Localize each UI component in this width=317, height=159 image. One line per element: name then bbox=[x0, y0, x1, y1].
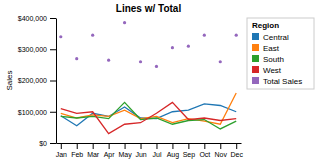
x-tick: Jun bbox=[135, 143, 146, 158]
x-tick-mark bbox=[188, 143, 189, 149]
y-tick-mark bbox=[50, 143, 56, 144]
y-axis-title: Sales bbox=[5, 70, 14, 90]
x-tick: Mar bbox=[87, 143, 100, 158]
legend-item: South bbox=[252, 55, 284, 64]
legend-label: Total Sales bbox=[263, 77, 302, 86]
y-tick: $300,000 bbox=[18, 46, 56, 53]
series-line bbox=[61, 102, 236, 129]
x-tick-mark bbox=[204, 143, 205, 149]
legend: Region Central East South West Total Sales bbox=[247, 18, 314, 89]
x-tick-label: Oct bbox=[199, 151, 210, 158]
y-tick: $100,000 bbox=[18, 108, 56, 115]
legend-frame bbox=[247, 18, 314, 89]
x-tick: Feb bbox=[71, 143, 83, 158]
plot-area bbox=[59, 21, 238, 134]
x-tick-mark bbox=[172, 143, 173, 149]
series-marker bbox=[123, 21, 126, 24]
y-tick-label: $0 bbox=[39, 140, 47, 147]
x-tick-label: Jul bbox=[152, 151, 161, 158]
series-line bbox=[61, 102, 236, 133]
series-marker bbox=[171, 46, 174, 49]
legend-label: South bbox=[263, 55, 284, 64]
x-tick-label: Jun bbox=[135, 151, 146, 158]
series-marker bbox=[203, 34, 206, 37]
x-tick-mark bbox=[156, 143, 157, 149]
chart: Jan Feb Mar AprMayJun Jul AugSepOct NovDec $0 $1… bbox=[0, 0, 317, 159]
x-tick-label: Dec bbox=[230, 151, 243, 158]
x-tick: Sep bbox=[183, 143, 196, 159]
legend-label: Central bbox=[263, 33, 289, 42]
y-tick-label: $400,000 bbox=[18, 15, 47, 22]
legend-swatch bbox=[252, 33, 259, 40]
x-tick-label: May bbox=[118, 151, 132, 159]
x-tick-mark bbox=[77, 143, 78, 149]
x-tick-label: Apr bbox=[104, 151, 116, 159]
x-tick: Jan bbox=[56, 143, 67, 158]
legend-item: Total Sales bbox=[252, 77, 302, 86]
legend-label: West bbox=[263, 66, 282, 75]
legend-swatch bbox=[252, 77, 259, 84]
y-tick-mark bbox=[50, 49, 56, 50]
y-tick: $200,000 bbox=[18, 77, 56, 84]
x-tick: Nov bbox=[215, 143, 228, 158]
y-axis: $0 $100,000 $200,000 $300,000 $400,000 bbox=[18, 15, 57, 147]
legend-item: East bbox=[252, 44, 280, 53]
series-marker bbox=[107, 59, 110, 62]
x-tick: Apr bbox=[104, 143, 116, 159]
x-tick: Aug bbox=[167, 143, 180, 159]
x-tick-label: Feb bbox=[71, 151, 83, 158]
series-marker bbox=[219, 60, 222, 63]
legend-swatch bbox=[252, 44, 259, 51]
legend-label: East bbox=[263, 44, 280, 53]
x-tick-label: Sep bbox=[183, 151, 196, 159]
series-marker bbox=[187, 45, 190, 48]
legend-title: Region bbox=[252, 21, 279, 30]
x-tick: Jul bbox=[152, 143, 161, 158]
axis-line bbox=[57, 143, 242, 144]
series-marker bbox=[155, 65, 158, 68]
series-marker bbox=[139, 60, 142, 63]
legend-item: Central bbox=[252, 33, 289, 42]
x-tick-mark bbox=[220, 143, 221, 149]
legend-swatch bbox=[252, 66, 259, 73]
series-marker bbox=[91, 34, 94, 37]
x-tick-mark bbox=[125, 143, 126, 149]
series-line bbox=[61, 93, 236, 124]
y-tick-mark bbox=[50, 112, 56, 113]
y-tick: $0 bbox=[39, 140, 56, 147]
x-tick: Dec bbox=[230, 143, 243, 158]
x-tick: May bbox=[118, 143, 132, 159]
x-tick-mark bbox=[93, 143, 94, 149]
x-tick-label: Mar bbox=[87, 151, 100, 158]
title: Lines w/ Total bbox=[116, 3, 182, 14]
legend-item: West bbox=[252, 66, 282, 75]
x-tick-label: Nov bbox=[215, 151, 228, 158]
x-tick-label: Jan bbox=[56, 151, 67, 158]
y-tick: $400,000 bbox=[18, 15, 56, 22]
x-tick-mark bbox=[61, 143, 62, 149]
axis-line bbox=[56, 19, 57, 144]
y-tick-label: $100,000 bbox=[18, 108, 47, 115]
series-marker bbox=[235, 34, 238, 37]
y-tick-mark bbox=[50, 81, 56, 82]
x-tick-label: Aug bbox=[167, 151, 180, 159]
legend-swatch bbox=[252, 55, 259, 62]
series-marker bbox=[59, 35, 62, 38]
series-marker bbox=[75, 57, 78, 60]
x-axis: Jan Feb Mar AprMayJun Jul AugSepOct NovDec bbox=[56, 143, 244, 159]
x-tick-mark bbox=[109, 143, 110, 149]
x-tick-mark bbox=[141, 143, 142, 149]
x-tick-mark bbox=[236, 143, 237, 149]
x-tick: Oct bbox=[199, 143, 210, 158]
y-tick-label: $200,000 bbox=[18, 77, 47, 84]
y-tick-mark bbox=[50, 18, 56, 19]
y-tick-label: $300,000 bbox=[18, 46, 47, 53]
